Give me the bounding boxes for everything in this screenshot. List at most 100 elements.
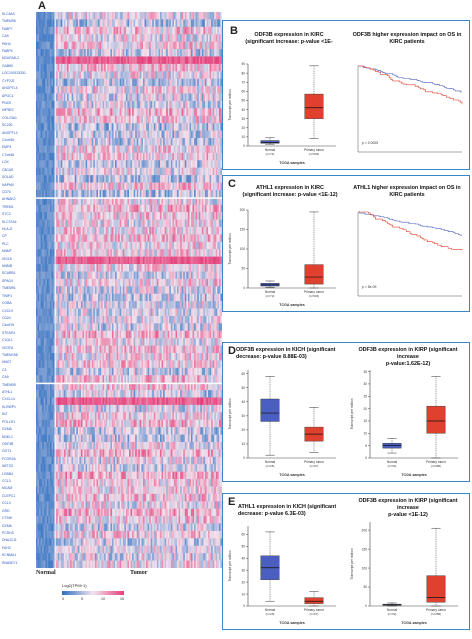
panel-d-right-title-2: p-value:1.62E-12) (385, 361, 431, 367)
gene-label: STEAP4 (2, 330, 16, 335)
category-label: Primary tumor (304, 148, 325, 152)
gene-label: HLA-G (2, 226, 13, 231)
panel-d-left-title: ODF3B expression in KICH (significant de… (236, 347, 348, 361)
category-n: (n=533) (309, 294, 319, 298)
y-axis-label: Transcript per million (228, 398, 232, 429)
panel-b-left-title-2: (significant increase: p-value <1E- (245, 39, 333, 45)
panel-d-right-title: ODF3B expression in KIRP (significant in… (350, 347, 466, 368)
panel-d-left-title-2: decrease: p-value 8.88E-03) (236, 354, 307, 360)
panel-c-right-title: ATHL1 higher expression impact on OS in … (350, 185, 464, 199)
label-normal: Normal (36, 570, 56, 576)
gene-label: C4orf19 (2, 323, 15, 328)
panel-c-survival-plot: p = 5e-09 (357, 211, 463, 297)
gene-label: NNG7 (2, 360, 12, 365)
gene-label: CXCL9 (2, 308, 13, 313)
gene-label: C7orf48 (2, 152, 15, 157)
panel-c (222, 175, 470, 312)
gene-label: NETO2 (2, 464, 14, 469)
category-label: Primary tumor (304, 290, 325, 294)
category-label: Primary tumor (304, 608, 325, 612)
category-n: (n=32) (388, 612, 397, 616)
x-axis-label: TCGA samples (279, 161, 304, 165)
legend-bar (62, 591, 124, 595)
gene-label: GZMA (2, 523, 12, 528)
category-n: (n=67) (310, 612, 319, 616)
gene-label: CD24 (2, 315, 11, 320)
gene-label: SPAG4 (2, 278, 14, 283)
gene-label: C1QL1 (2, 338, 13, 343)
gene-label: GRD (2, 508, 10, 513)
legend-tick-5: 5 (81, 597, 83, 601)
category-n: (n=25) (266, 612, 275, 616)
panel-e-left-title-2: decrease: p-value 6.3E-03) (238, 511, 306, 517)
heatmap (36, 12, 222, 568)
legend-tick-0: 0 (62, 597, 64, 601)
panel-e-left-title-1: ATHL1 expression in KICH (significant (238, 504, 337, 510)
gene-label: EMP4 (2, 145, 12, 150)
gene-label: CP (2, 234, 7, 239)
x-axis-label: TCGA samples (401, 473, 426, 477)
gene-label: ISG15 (2, 256, 12, 261)
panel-d-left-title-1: ODF3B expression in KICH (significant (236, 347, 336, 353)
gene-label: CD70 (2, 189, 11, 194)
category-n: (n=25) (266, 464, 275, 468)
category-label: Normal (387, 608, 398, 612)
x-axis-label: TCGA samples (401, 621, 426, 625)
panel-c-left-title-1: ATHL1 expression in KIRC (256, 185, 324, 191)
gene-label: MCAM (2, 486, 13, 491)
panel-b-right-title-2: KIRC patients (389, 39, 425, 45)
box-tumor (426, 376, 446, 459)
category-n: (n=72) (266, 294, 275, 298)
gene-label: PAH4 (2, 41, 11, 46)
x-axis-label: TCGA samples (279, 303, 304, 307)
panel-d-right-title-1: ODF3B expression in KIRP (significant in… (358, 347, 458, 360)
panel-c-right-title-1: ATHL1 higher expression impact on OS in (353, 185, 461, 191)
gene-label: GAB80 (2, 63, 13, 68)
box-tumor (304, 65, 324, 139)
gene-label: ANGPTL4 (2, 86, 18, 91)
gene-label: PNCK (2, 100, 12, 105)
gene-label: CLEPC1 (2, 493, 16, 498)
gene-label: CA9 (2, 375, 9, 380)
category-n: (n=67) (310, 464, 319, 468)
panel-a-letter: A (38, 0, 46, 12)
gene-label: SCARB1 (2, 271, 16, 276)
gene-label: GGT1 (2, 449, 12, 454)
gene-label: CCL3 (2, 479, 11, 484)
gene-label: AHNAK2 (2, 197, 16, 202)
gene-label: NAPM4 (2, 182, 14, 187)
gene-label: IKZ (2, 412, 8, 417)
gene-label: SLC6A3 (2, 12, 15, 16)
box-tumor (304, 591, 324, 607)
gene-label: DNAJC11 (2, 538, 17, 543)
gene-label: C1orf45 (2, 138, 15, 143)
gene-label: SLC37A4 (2, 219, 17, 224)
y-axis-label: Transcript per million (228, 550, 232, 581)
gene-label: FABP7 (2, 26, 13, 31)
box-normal (382, 602, 402, 607)
legend-tick-10: 10 (101, 597, 105, 601)
gene-label: C3 (2, 367, 7, 372)
gene-label: CCL3 (2, 501, 11, 506)
panel-b-right-title: ODF3B higher expression impact on OS in … (350, 32, 464, 46)
legend-tick-15: 15 (120, 597, 124, 601)
box-normal (260, 137, 280, 145)
gene-label: TMEM91 (2, 286, 16, 291)
gene-label: NNMB (2, 264, 12, 269)
box-tumor (304, 407, 324, 453)
gene-label: SC226 (2, 123, 13, 128)
box-tumor (304, 211, 324, 289)
panel-c-right-title-2: KIRC patients (389, 192, 425, 198)
box-tumor (426, 527, 446, 607)
y-axis-label: Transcript per million (228, 233, 232, 264)
box-normal (260, 376, 280, 456)
category-n: (n=72) (266, 152, 275, 156)
gene-label: ODF3B (2, 441, 14, 446)
category-label: Normal (265, 460, 276, 464)
panel-b-left-title-1: ODF3B expression in KIRC (254, 32, 324, 38)
gene-label: NNMT (2, 249, 12, 254)
legend-title: Log2(TPM+1) (62, 583, 87, 588)
gene-label: C8CAS (2, 167, 14, 172)
